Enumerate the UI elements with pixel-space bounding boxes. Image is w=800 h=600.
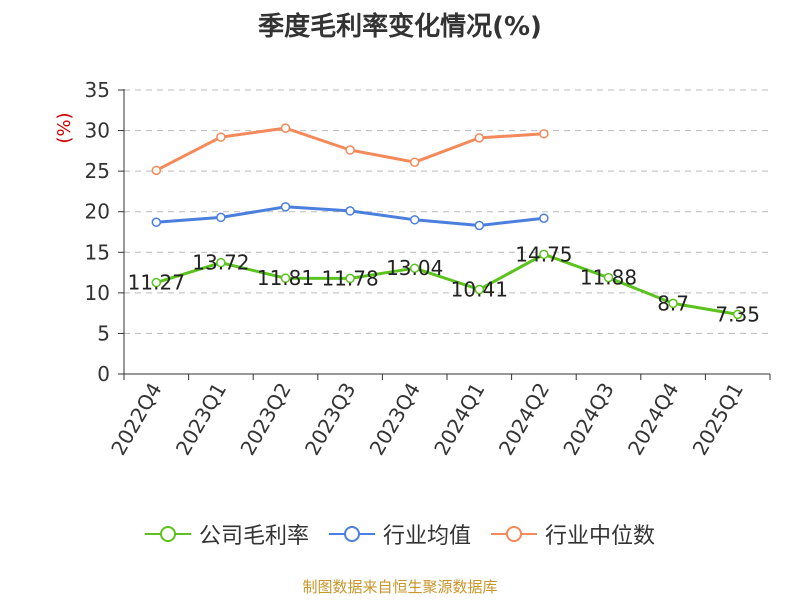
legend-item-industry-mean[interactable]: 行业均值: [328, 518, 471, 550]
legend: 公司毛利率 行业均值 行业中位数: [0, 518, 800, 550]
x-tick-label: 2022Q4: [106, 379, 166, 460]
x-tick-label: 2023Q3: [300, 379, 360, 460]
y-tick-label: 20: [85, 200, 110, 224]
data-point: [409, 215, 420, 225]
y-tick-label: 35: [85, 78, 110, 102]
y-tick-label: 30: [85, 119, 110, 143]
legend-label: 公司毛利率: [198, 524, 309, 549]
legend-marker-icon: [144, 526, 191, 542]
series-line: [155, 252, 738, 316]
legend-item-company[interactable]: 公司毛利率: [144, 518, 309, 550]
chart-title: 季度毛利率变化情况(%): [258, 12, 542, 42]
data-point: [216, 132, 226, 142]
data-point: [151, 217, 162, 228]
data-label: 11.78: [321, 266, 378, 290]
data-label: 14.75: [515, 242, 572, 266]
data-point: [151, 165, 162, 176]
y-axis-label: (%): [54, 112, 75, 143]
data-point: [474, 220, 485, 231]
legend-label: 行业均值: [382, 524, 471, 549]
data-label: 8.7: [657, 291, 689, 315]
data-point: [151, 277, 162, 288]
y-tick-label: 10: [85, 281, 110, 305]
x-tick-label: 2023Q1: [171, 379, 231, 460]
data-point: [345, 273, 355, 284]
x-tick-label: 2023Q2: [235, 379, 295, 460]
data-point: [474, 284, 485, 295]
data-point: [409, 263, 420, 273]
series-1: [151, 202, 549, 231]
data-label: 11.27: [128, 271, 185, 295]
data-point: [345, 206, 355, 216]
data-point: [409, 157, 420, 167]
data-point: [539, 249, 549, 260]
data-point: [474, 133, 485, 143]
data-point: [280, 123, 291, 133]
data-point: [280, 273, 291, 283]
data-label: 13.72: [192, 251, 249, 275]
data-point: [668, 298, 678, 309]
y-tick-label: 0: [97, 362, 110, 386]
legend-label: 行业中位数: [545, 524, 656, 549]
data-label: 10.41: [451, 278, 508, 302]
series-lines: [151, 123, 743, 320]
legend-marker-icon: [328, 526, 375, 542]
x-tick-label: 2023Q4: [365, 379, 425, 460]
x-tick-label: 2024Q4: [623, 379, 683, 460]
data-label: 7.35: [715, 302, 760, 326]
data-point: [603, 272, 614, 283]
y-tick-label: 25: [85, 159, 110, 183]
x-tick-label: 2024Q3: [558, 379, 618, 460]
data-label: 13.04: [386, 256, 443, 280]
data-point: [216, 212, 226, 223]
data-labels: 11.27 13.72 11.81 11.78 13.04 10.41 14.75 11.88…: [128, 242, 760, 326]
series-0: [151, 249, 743, 320]
legend-item-industry-median[interactable]: 行业中位数: [491, 518, 655, 550]
data-point: [345, 145, 355, 155]
source-note: 制图数据来自恒生聚源数据库: [302, 578, 498, 596]
y-tick-label: 15: [85, 240, 110, 264]
data-point: [732, 309, 743, 320]
data-point: [539, 213, 549, 223]
grid: [124, 89, 770, 334]
y-tick-label: 5: [97, 321, 110, 345]
x-tick-label: 2025Q1: [688, 379, 748, 460]
series-2: [151, 123, 549, 176]
x-tick-label: 2024Q1: [429, 379, 489, 460]
data-label: 11.81: [257, 266, 314, 290]
data-point: [216, 257, 226, 268]
data-point: [539, 129, 549, 139]
data-label: 11.88: [580, 266, 637, 290]
x-tick-label: 2024Q2: [494, 379, 554, 460]
legend-marker-icon: [491, 526, 537, 542]
data-point: [280, 202, 291, 212]
